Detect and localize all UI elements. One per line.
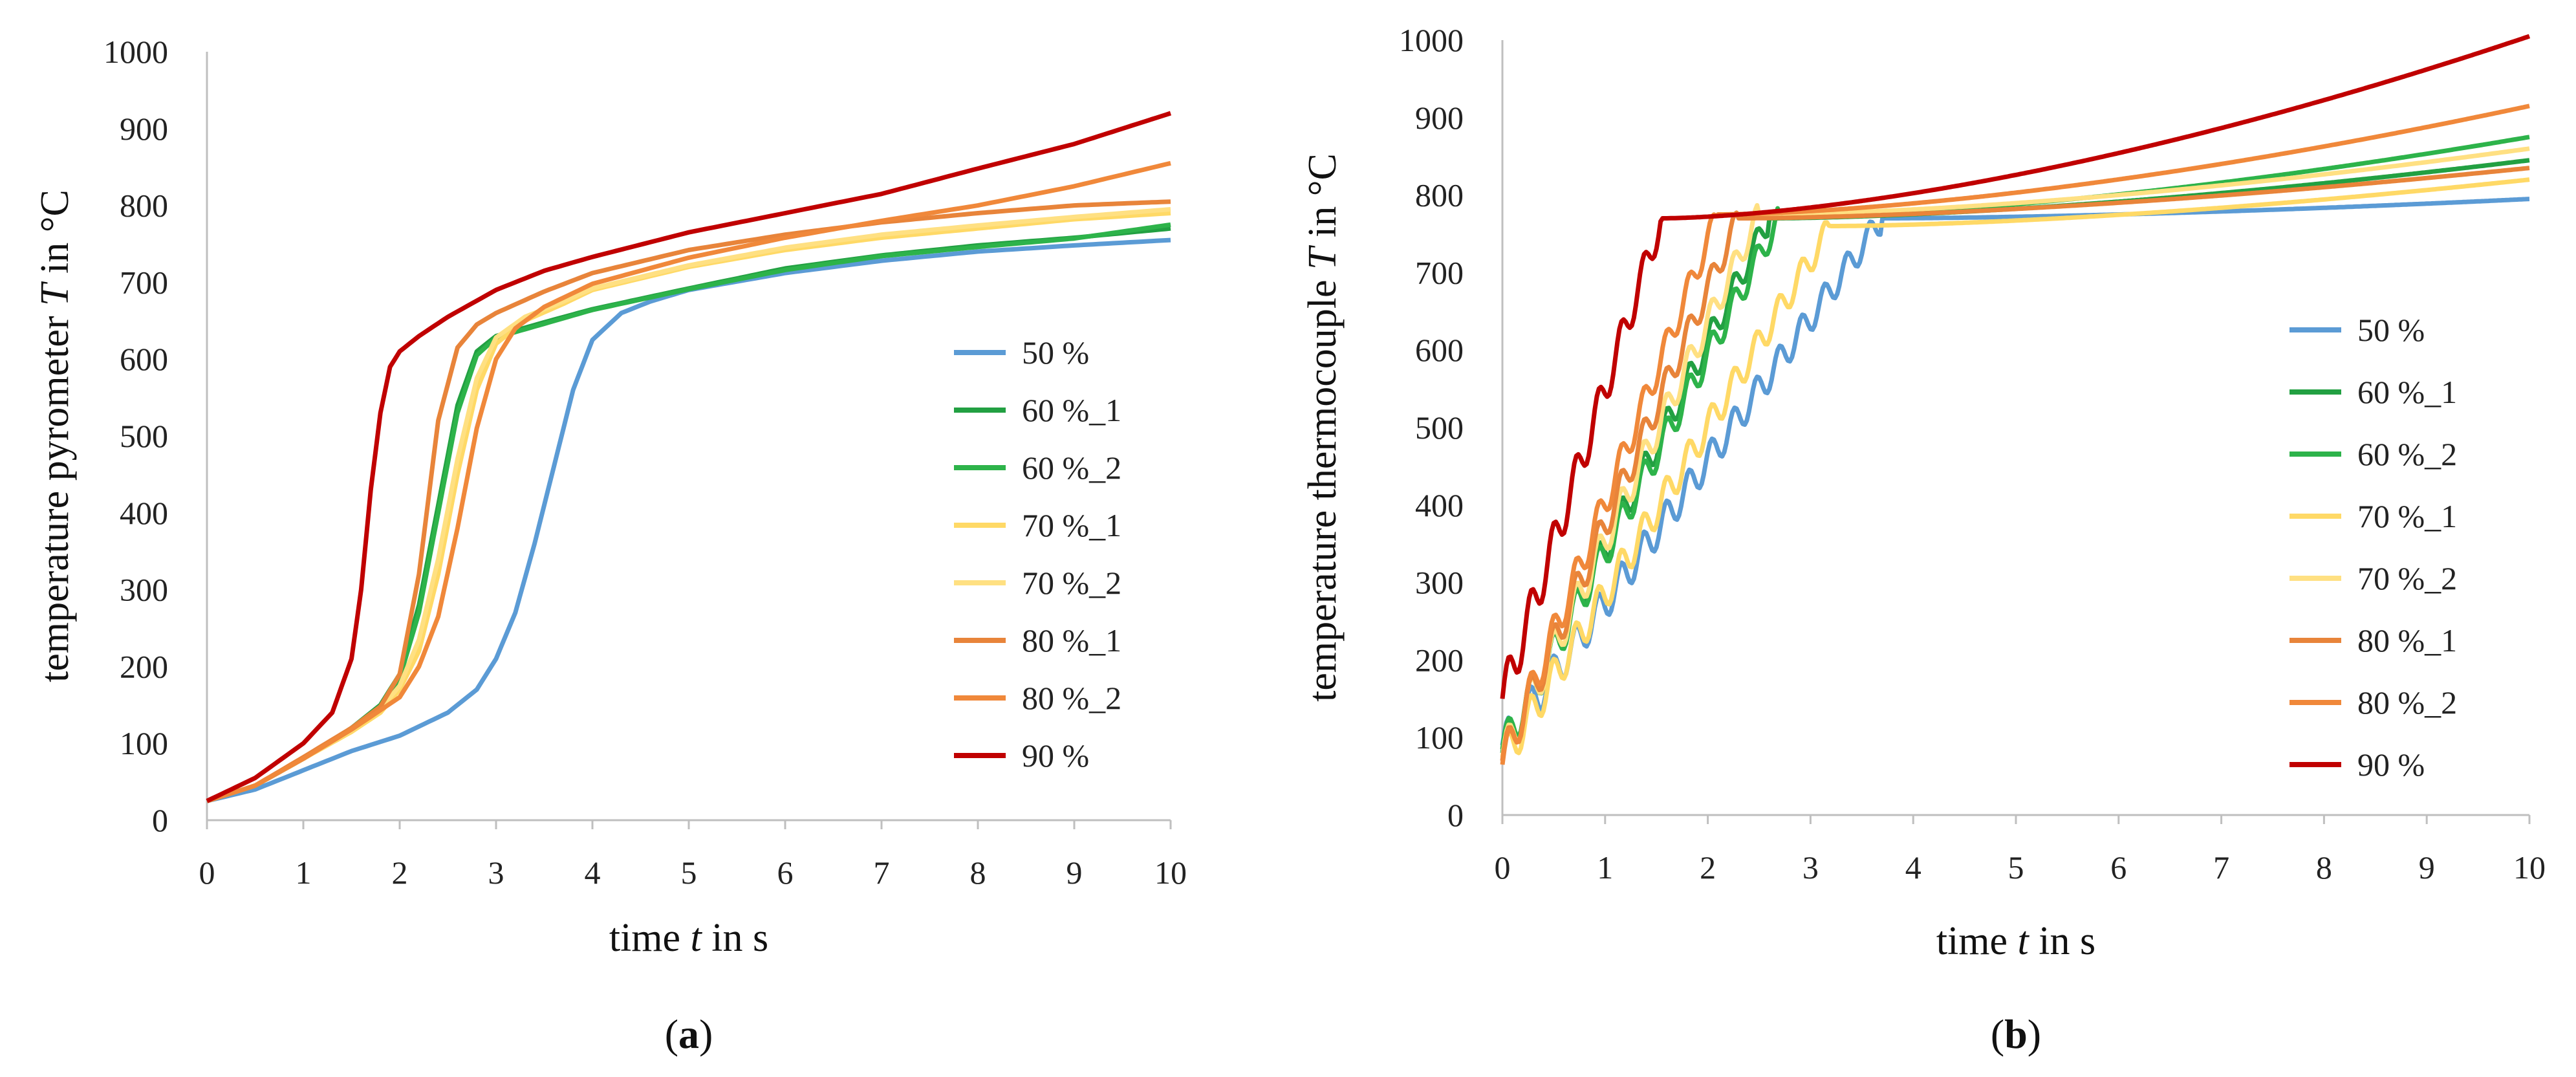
chart-a-x-tick-label: 2 xyxy=(392,854,408,891)
chart-b-x-tick-label: 1 xyxy=(1597,849,1613,886)
chart-b-x-tick-label: 4 xyxy=(1905,849,1921,886)
chart-b-y-tick-label: 900 xyxy=(1415,100,1464,136)
chart-a-x-tick-label: 3 xyxy=(488,854,504,891)
chart-a-x-tick-label: 4 xyxy=(585,854,601,891)
chart-a-legend-entry: 60 %_2 xyxy=(1022,450,1121,486)
chart-a-series-line xyxy=(206,199,1171,803)
chart-a-y-tick-label: 1000 xyxy=(103,34,168,70)
chart-a-series-line xyxy=(206,111,1172,803)
chart-b-y-tick-label: 600 xyxy=(1415,332,1464,368)
chart-a-y-tick-label: 900 xyxy=(120,111,168,147)
chart-a-y-tick-label: 600 xyxy=(120,341,168,377)
chart-b-x-tick-label: 0 xyxy=(1495,849,1511,886)
chart-a-x-tick-label: 7 xyxy=(874,854,890,891)
chart-a-y-tick-label: 200 xyxy=(120,648,168,684)
chart-a-plot-area xyxy=(206,111,1172,803)
chart-b-y-tick-label: 400 xyxy=(1415,487,1464,523)
chart-a-legend-entry: 80 %_1 xyxy=(1022,622,1121,658)
chart-b-y-tick-label: 300 xyxy=(1415,565,1464,601)
chart-b-series-line xyxy=(1500,166,2530,761)
chart-b-y-axis-label: temperature thermocouple T in °C xyxy=(1301,153,1345,702)
chart-b-series-line xyxy=(1500,146,2530,757)
chart-a-x-tick-label: 6 xyxy=(777,854,794,891)
chart-a-legend-entry: 50 % xyxy=(1022,334,1089,371)
chart-a-x-tick-label: 10 xyxy=(1154,854,1187,891)
chart-b-x-tick-label: 9 xyxy=(2419,849,2435,886)
chart-b-legend-entry: 80 %_2 xyxy=(2357,684,2457,721)
chart-a-legend-entry: 60 %_1 xyxy=(1022,392,1121,428)
chart-a-legend-entry: 70 %_1 xyxy=(1022,507,1121,543)
chart-b-y-tick-label: 100 xyxy=(1415,719,1464,756)
chart-a-y-tick-label: 700 xyxy=(120,264,168,300)
chart-b-series-line xyxy=(1500,177,2530,761)
chart-b-x-tick-label: 5 xyxy=(2008,849,2024,886)
chart-a-legend-entry: 80 %_2 xyxy=(1022,680,1121,716)
chart-a-x-tick-label: 9 xyxy=(1066,854,1083,891)
chart-b-x-tick-label: 10 xyxy=(2513,849,2546,886)
chart-b-x-tick-label: 3 xyxy=(1802,849,1819,886)
chart-a-x-tick-label: 5 xyxy=(681,854,697,891)
chart-b-y-tick-label: 800 xyxy=(1415,177,1464,213)
chart-b-series-line xyxy=(1500,34,2531,699)
chart-a-y-tick-label: 100 xyxy=(120,725,168,761)
chart-a-x-tick-label: 8 xyxy=(970,854,986,891)
chart-a-y-tick-label: 500 xyxy=(120,418,168,454)
chart-b-series-line xyxy=(1500,103,2530,765)
chart-b-legend-entry: 90 % xyxy=(2357,746,2425,783)
chart-b-plot-area xyxy=(1500,34,2531,765)
chart-b-y-tick-label: 700 xyxy=(1415,254,1464,290)
chart-a-caption: (a) xyxy=(665,1011,713,1057)
chart-b-x-tick-label: 7 xyxy=(2213,849,2229,886)
chart-a-x-tick-label: 0 xyxy=(199,854,215,891)
chart-b-x-tick-label: 8 xyxy=(2316,849,2332,886)
chart-b: 0 100 200 300 400 500 600 700 800 900 1000 0 1 2 3 4 5 6… xyxy=(1301,22,2546,1057)
chart-a: 0 100 200 300 400 500 600 700 800 900 1000 0 1 2 3 4 5 6… xyxy=(33,34,1187,1057)
chart-b-x-tick-label: 6 xyxy=(2110,849,2127,886)
chart-a-y-axis-label: temperature pyrometer T in °C xyxy=(33,190,77,682)
chart-b-y-tick-label: 1000 xyxy=(1399,22,1464,58)
chart-b-x-tick-label: 2 xyxy=(1700,849,1716,886)
chart-a-y-tick-label: 0 xyxy=(152,802,168,838)
chart-a-y-tick-label: 400 xyxy=(120,495,168,531)
chart-b-legend: 50 % 60 %_1 60 %_2 70 %_1 70 %_2 80 %_1 80 %_2… xyxy=(2289,312,2457,783)
chart-b-caption: (b) xyxy=(1991,1011,2041,1057)
chart-b-y-tick-label: 500 xyxy=(1415,409,1464,446)
chart-a-legend-entry: 90 % xyxy=(1022,737,1089,774)
chart-b-legend-entry: 70 %_2 xyxy=(2357,560,2457,596)
chart-b-legend-entry: 60 %_1 xyxy=(2357,374,2457,410)
chart-a-series-line xyxy=(206,160,1171,803)
chart-a-y-tick-label: 800 xyxy=(120,188,168,224)
chart-a-x-tick-label: 1 xyxy=(296,854,312,891)
chart-a-y-tick-label: 300 xyxy=(120,572,168,608)
chart-a-x-axis-label: time t in s xyxy=(609,916,768,960)
chart-b-legend-entry: 50 % xyxy=(2357,312,2425,348)
chart-b-legend-entry: 80 %_1 xyxy=(2357,622,2457,658)
chart-b-series-line xyxy=(1500,197,2530,746)
chart-b-y-tick-label: 200 xyxy=(1415,642,1464,678)
chart-b-legend-entry: 70 %_1 xyxy=(2357,498,2457,534)
chart-a-legend: 50 % 60 %_1 60 %_2 70 %_1 70 %_2 80 %_1 80 %_2… xyxy=(954,334,1121,774)
chart-b-y-tick-label: 0 xyxy=(1447,797,1464,833)
chart-b-x-axis-label: time t in s xyxy=(1936,919,2095,963)
chart-b-legend-entry: 60 %_2 xyxy=(2357,436,2457,472)
chart-a-legend-entry: 70 %_2 xyxy=(1022,565,1121,601)
